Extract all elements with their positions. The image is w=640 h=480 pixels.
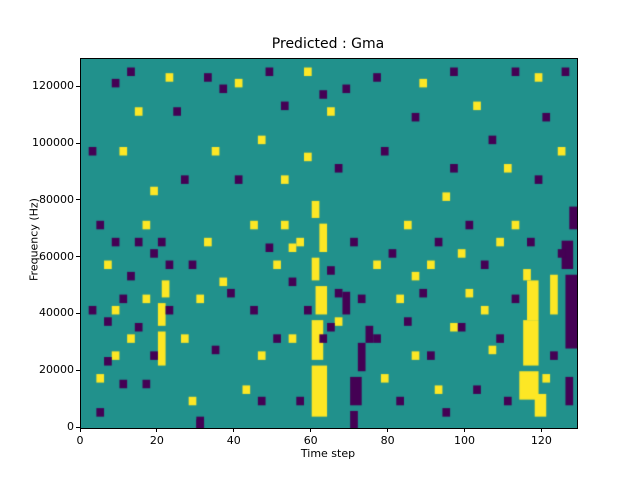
plot-area (80, 58, 578, 429)
x-tick-mark (156, 428, 158, 432)
x-tick-label: 0 (76, 434, 84, 447)
y-tick-label: 0 (67, 420, 74, 433)
x-tick-label: 20 (149, 434, 164, 447)
x-tick-mark (463, 428, 465, 432)
x-tick-mark (540, 428, 542, 432)
y-tick-label: 60000 (39, 249, 74, 263)
y-tick-label: 40000 (39, 306, 74, 320)
x-tick-mark (387, 428, 389, 432)
y-tick-mark (76, 369, 80, 371)
y-tick-label: 20000 (39, 363, 74, 377)
x-tick-label: 60 (303, 434, 318, 447)
y-tick-label: 80000 (39, 192, 74, 206)
x-tick-label: 100 (453, 434, 475, 447)
x-tick-label: 40 (226, 434, 241, 447)
y-tick-mark (76, 256, 80, 258)
y-tick-mark (76, 426, 80, 428)
y-tick-mark (76, 199, 80, 201)
x-tick-mark (233, 428, 235, 432)
chart-title: Predicted : Gma (271, 36, 385, 52)
x-tick-mark (79, 428, 81, 432)
x-axis-label: Time step (300, 447, 356, 460)
x-tick-label: 120 (530, 434, 552, 447)
y-tick-mark (76, 312, 80, 314)
y-tick-label: 120000 (32, 79, 74, 93)
y-tick-mark (76, 85, 80, 87)
y-tick-mark (76, 142, 80, 144)
heatmap-canvas (81, 59, 577, 428)
x-tick-label: 80 (380, 434, 395, 447)
y-tick-label: 100000 (32, 136, 74, 150)
x-tick-mark (310, 428, 312, 432)
